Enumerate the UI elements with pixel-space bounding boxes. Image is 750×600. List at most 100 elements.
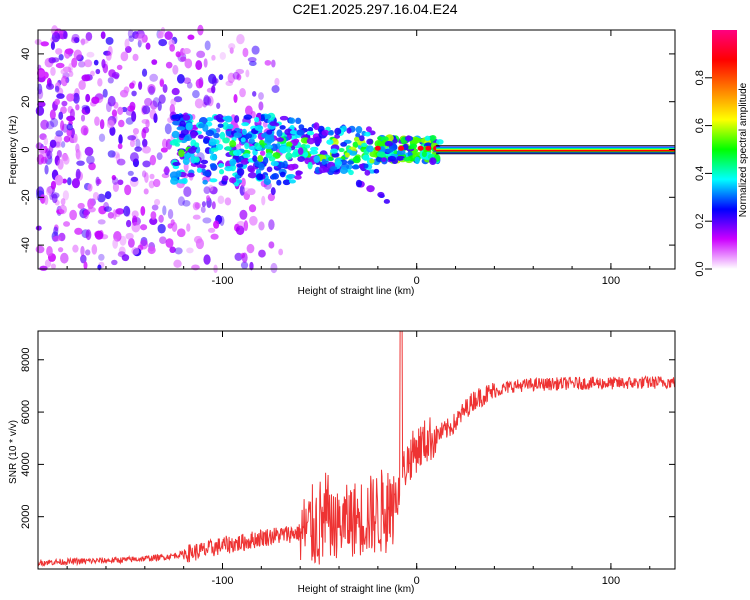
spectrogram-cell bbox=[276, 137, 284, 142]
spectrogram-cell bbox=[282, 179, 291, 186]
spectrogram-cell bbox=[98, 253, 105, 261]
spectrogram-cell bbox=[182, 114, 191, 121]
spectrogram-cell bbox=[219, 169, 225, 175]
spectrogram-cell bbox=[286, 174, 296, 179]
spectrogram-cell bbox=[344, 152, 350, 158]
spectrogram-cell bbox=[162, 205, 167, 216]
spectrogram-cell bbox=[261, 133, 267, 138]
spectrogram-cell bbox=[60, 75, 68, 87]
spectrogram-cell bbox=[244, 142, 250, 150]
spectrogram-cell bbox=[76, 149, 82, 161]
snr-series-line bbox=[37, 330, 676, 568]
spectrogram-cell bbox=[145, 42, 151, 50]
spectrogram-cell bbox=[125, 46, 132, 54]
snr-xtick-label: 100 bbox=[602, 575, 620, 587]
spectrogram-cell bbox=[60, 120, 65, 132]
spectrogram-cell bbox=[358, 135, 365, 142]
spectrogram-cell bbox=[240, 261, 249, 270]
spectrogram-cell bbox=[138, 81, 143, 90]
spectrogram-cell bbox=[194, 202, 201, 209]
spectrogram-cell bbox=[248, 145, 257, 151]
spectrogram-cell bbox=[50, 41, 56, 50]
spectrogram-cell bbox=[72, 244, 79, 253]
spectrogram-cell bbox=[255, 145, 263, 151]
spectrogram-cell bbox=[55, 130, 64, 137]
spectrogram-cell bbox=[141, 170, 147, 178]
spectrogram-cell bbox=[387, 155, 397, 162]
spectrogram-cell bbox=[203, 58, 208, 68]
spectrogram-cell bbox=[50, 192, 60, 199]
spectrogram-cell bbox=[57, 247, 64, 253]
snr-xtick-label: -100 bbox=[211, 575, 233, 587]
spectrogram-cell bbox=[149, 154, 157, 166]
spectrogram-cell bbox=[132, 53, 139, 62]
spectrogram-cell bbox=[182, 157, 190, 165]
spectrogram-cell bbox=[421, 150, 427, 158]
spectrogram-cell bbox=[352, 141, 359, 148]
spectrogram-cell bbox=[288, 179, 296, 184]
spectrogram-cell bbox=[216, 102, 221, 109]
spectrogram-cell bbox=[40, 119, 49, 130]
snr-trace-group bbox=[37, 330, 676, 568]
spectrogram-cell bbox=[49, 139, 57, 149]
spectrogram-cell bbox=[140, 205, 146, 216]
spectrogram-cell bbox=[76, 160, 85, 166]
spectrogram-cell bbox=[94, 230, 104, 240]
spectrogram-cell bbox=[162, 84, 168, 93]
spectrogram-cell bbox=[174, 247, 183, 255]
spectrogram-cell bbox=[249, 215, 258, 226]
spectrogram-cell bbox=[196, 163, 203, 169]
spectrogram-cell bbox=[254, 116, 260, 123]
spectrogram-cell bbox=[68, 70, 74, 78]
spectrogram-cell bbox=[63, 135, 71, 143]
spectrogram-cell bbox=[176, 228, 186, 238]
spectrogram-cell bbox=[173, 259, 182, 268]
spectrogram-cell bbox=[254, 125, 264, 131]
spectrogram-cell bbox=[171, 114, 179, 120]
spectrogram-cell bbox=[60, 106, 67, 114]
colorbar-gradient bbox=[712, 30, 737, 269]
spectrogram-cell bbox=[60, 252, 69, 264]
spectrogram-cell bbox=[50, 66, 56, 76]
spectrogram-cell bbox=[202, 171, 211, 177]
spectrogram-cell bbox=[258, 249, 266, 258]
spectrogram-cell bbox=[202, 137, 210, 144]
spectrogram-cell bbox=[217, 123, 224, 128]
spectrogram-cell bbox=[85, 229, 92, 241]
spectrogram-cell bbox=[131, 221, 141, 233]
spectrogram-cell bbox=[209, 153, 218, 161]
spectrogram-cell bbox=[270, 262, 278, 274]
spectrogram-xtick-label: 100 bbox=[602, 275, 620, 287]
spectrogram-cell bbox=[347, 160, 355, 165]
spectrogram-ytick-label: 40 bbox=[20, 48, 32, 60]
spectrogram-cell bbox=[140, 224, 148, 231]
spectrogram-cell bbox=[156, 152, 163, 161]
spectrogram-cell bbox=[123, 205, 131, 217]
spectrogram-ytick-label: -20 bbox=[20, 189, 32, 205]
spectrogram-cell bbox=[383, 198, 390, 204]
spectrogram-cell bbox=[207, 227, 216, 233]
spectrogram-cell bbox=[85, 93, 91, 103]
spectrogram-cell bbox=[132, 127, 139, 135]
spectrogram-cell bbox=[84, 105, 91, 114]
spectrogram-cell bbox=[144, 172, 149, 183]
spectrogram-cell bbox=[182, 48, 191, 55]
spectrogram-cell bbox=[414, 156, 420, 165]
colorbar: 0.0 0.2 0.4 0.6 0.8 Normalized spectral ampl… bbox=[694, 30, 749, 277]
spectrogram-cell bbox=[186, 81, 193, 89]
spectrogram-signal-line bbox=[436, 145, 675, 155]
spectrogram-cell bbox=[396, 155, 406, 161]
spectrogram-cell bbox=[129, 152, 139, 163]
spectrogram-cell bbox=[74, 227, 83, 235]
spectrogram-cell bbox=[137, 39, 142, 48]
spectrogram-cell bbox=[150, 211, 157, 220]
spectrogram-cell bbox=[85, 31, 93, 42]
spectrogram-cell bbox=[45, 120, 55, 130]
spectrogram-cell bbox=[266, 166, 273, 173]
spectrogram-cell bbox=[358, 163, 364, 169]
spectrogram-cell bbox=[196, 167, 202, 173]
spectrogram-cell bbox=[80, 125, 89, 136]
spectrogram-cell bbox=[115, 208, 125, 215]
spectrogram-cell bbox=[221, 175, 229, 182]
spectrogram-cell bbox=[107, 211, 115, 219]
